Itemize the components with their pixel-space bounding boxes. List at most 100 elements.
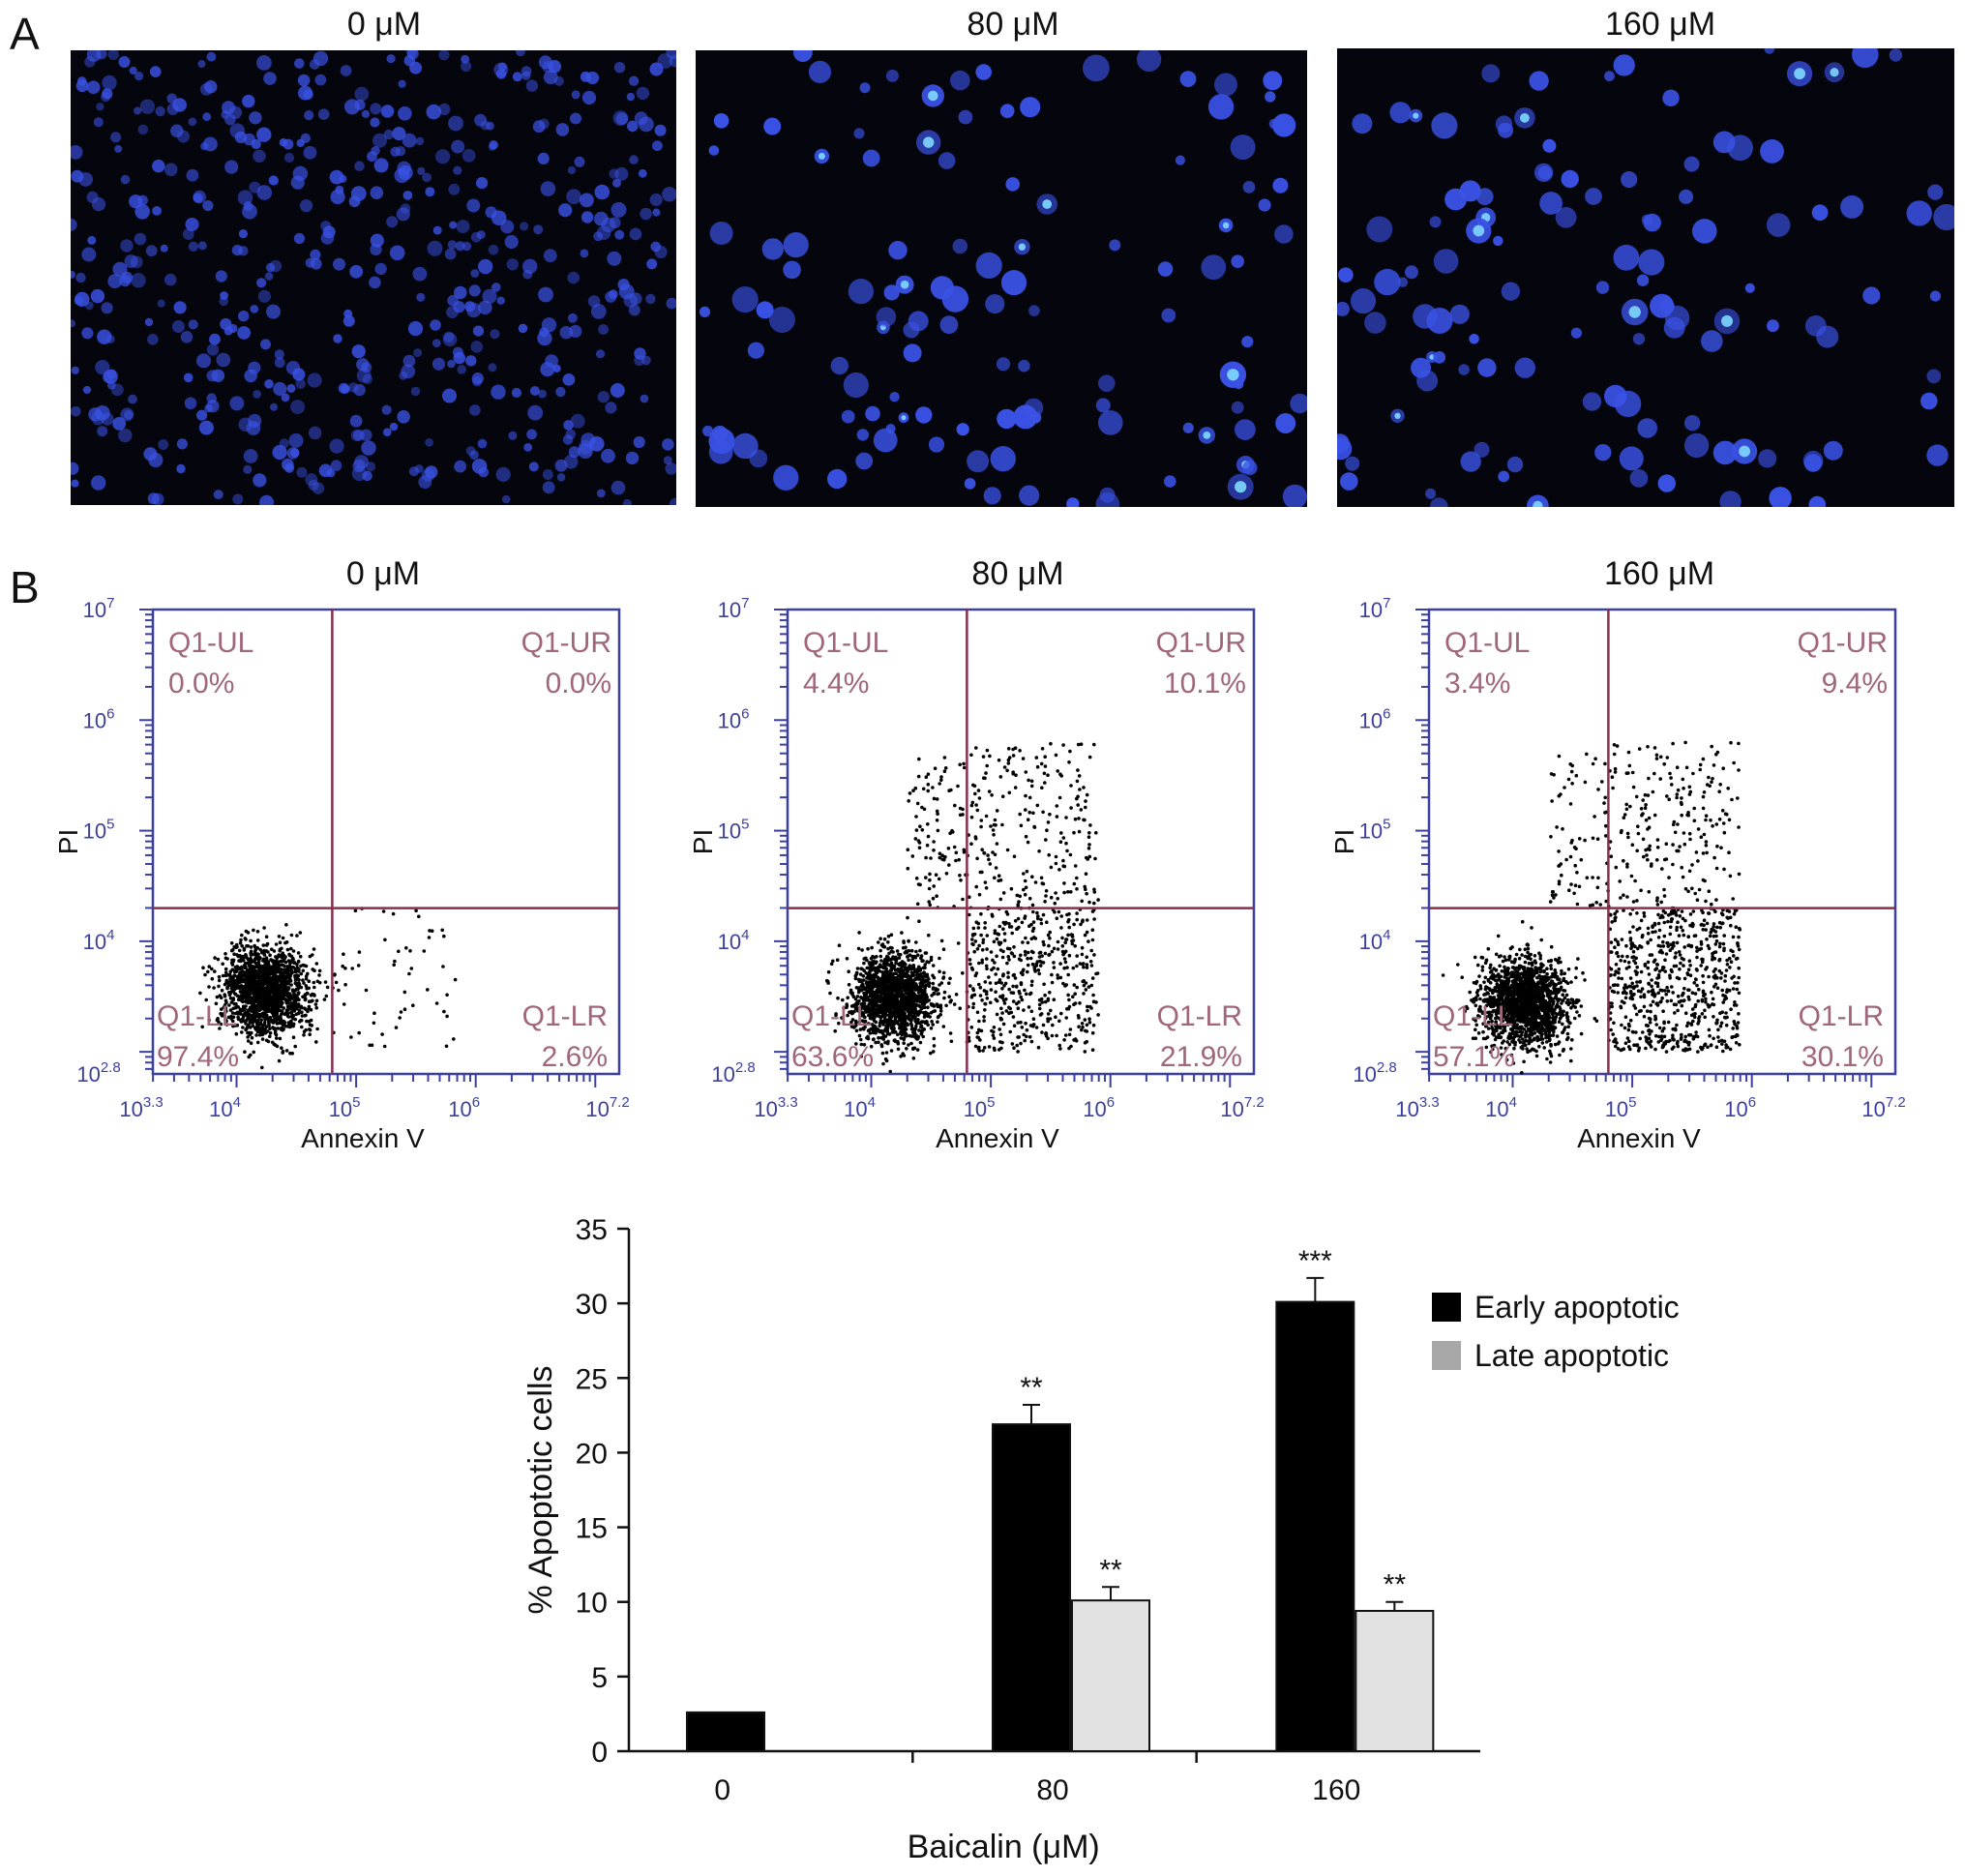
event-dot	[936, 1015, 940, 1020]
event-dot	[932, 1036, 937, 1041]
nucleus	[134, 72, 144, 81]
event-dot	[1083, 933, 1087, 938]
nucleus	[456, 220, 470, 234]
nucleus	[941, 285, 969, 313]
nucleus	[1684, 415, 1701, 432]
event-dot	[1059, 926, 1063, 930]
event-dot	[266, 1039, 271, 1044]
nucleus	[1808, 495, 1827, 507]
event-dot	[930, 1003, 934, 1007]
event-dot	[248, 987, 252, 992]
fluorescence-image-80uM	[696, 50, 1307, 507]
event-dot	[244, 982, 249, 987]
event-dot	[1084, 799, 1087, 803]
event-dot	[975, 1035, 979, 1039]
nucleus	[1663, 316, 1685, 339]
event-dot	[212, 986, 216, 990]
nucleus	[402, 354, 416, 368]
event-dot	[225, 980, 230, 985]
event-dot	[309, 999, 313, 1003]
event-dot	[931, 1023, 935, 1027]
event-dot	[293, 973, 297, 978]
event-dot	[928, 903, 932, 907]
nucleus	[249, 111, 262, 125]
event-dot	[1005, 848, 1010, 852]
nucleus	[533, 224, 544, 235]
nucleus	[416, 292, 426, 302]
nucleus	[455, 241, 465, 252]
event-dot	[1023, 1038, 1027, 1043]
nucleus	[1474, 441, 1490, 458]
event-dot	[266, 950, 270, 954]
event-dot	[279, 974, 283, 979]
event-dot	[985, 934, 990, 938]
event-dot	[283, 974, 287, 979]
event-dot	[899, 1036, 903, 1040]
nucleus	[453, 351, 466, 365]
event-dot	[993, 852, 997, 857]
nucleus	[709, 222, 733, 245]
event-dot	[994, 998, 997, 1001]
event-dot	[1087, 835, 1091, 839]
event-dot	[1067, 917, 1071, 922]
event-dot	[322, 998, 327, 1001]
nucleus	[1397, 277, 1409, 287]
nucleus	[288, 432, 304, 448]
event-dot	[264, 1025, 269, 1029]
nucleus	[238, 246, 249, 256]
nucleus	[1265, 91, 1276, 103]
event-dot	[886, 985, 891, 990]
event-dot	[873, 991, 877, 996]
nucleus	[848, 279, 874, 305]
event-dot	[875, 988, 878, 993]
event-dot	[299, 985, 304, 990]
nucleus	[999, 104, 1015, 118]
nucleus	[491, 210, 507, 225]
event-dot	[847, 982, 851, 987]
event-dot	[887, 951, 891, 956]
event-dot	[259, 1013, 263, 1017]
event-dot	[341, 964, 345, 968]
event-dot	[883, 997, 888, 1001]
nucleus	[264, 379, 274, 389]
nucleus	[468, 284, 481, 297]
event-dot	[969, 815, 974, 819]
nucleus	[1109, 239, 1121, 252]
nucleus	[370, 103, 382, 115]
event-dot	[308, 1027, 313, 1032]
nucleus	[432, 339, 441, 348]
condensed-nucleus	[1473, 224, 1485, 237]
event-dot	[284, 987, 289, 992]
event-dot	[877, 1035, 880, 1040]
event-dot	[941, 970, 946, 975]
event-dot	[248, 1032, 253, 1037]
event-dot	[1064, 841, 1068, 846]
event-dot	[908, 1006, 912, 1011]
event-dot	[916, 974, 920, 979]
event-dot	[1015, 984, 1019, 989]
event-dot	[987, 857, 991, 862]
event-dot	[991, 914, 995, 918]
event-dot	[285, 994, 289, 998]
nucleus	[581, 90, 597, 105]
event-dot	[284, 1049, 289, 1053]
nucleus	[915, 406, 933, 424]
event-dot	[873, 996, 877, 1000]
nucleus	[120, 407, 134, 422]
event-dot	[1024, 770, 1028, 774]
event-dot	[217, 974, 222, 979]
nucleus	[639, 116, 654, 133]
nucleus	[883, 284, 900, 301]
event-dot	[279, 1014, 283, 1018]
event-dot	[880, 970, 884, 974]
nucleus	[290, 400, 306, 415]
event-dot	[280, 1046, 283, 1050]
nucleus	[185, 218, 199, 231]
event-dot	[294, 987, 299, 992]
event-dot	[897, 956, 902, 960]
nucleus	[465, 446, 476, 456]
nucleus	[1506, 456, 1524, 473]
event-dots	[198, 907, 458, 1070]
nucleus	[330, 460, 342, 472]
event-dot	[1083, 1050, 1087, 1054]
